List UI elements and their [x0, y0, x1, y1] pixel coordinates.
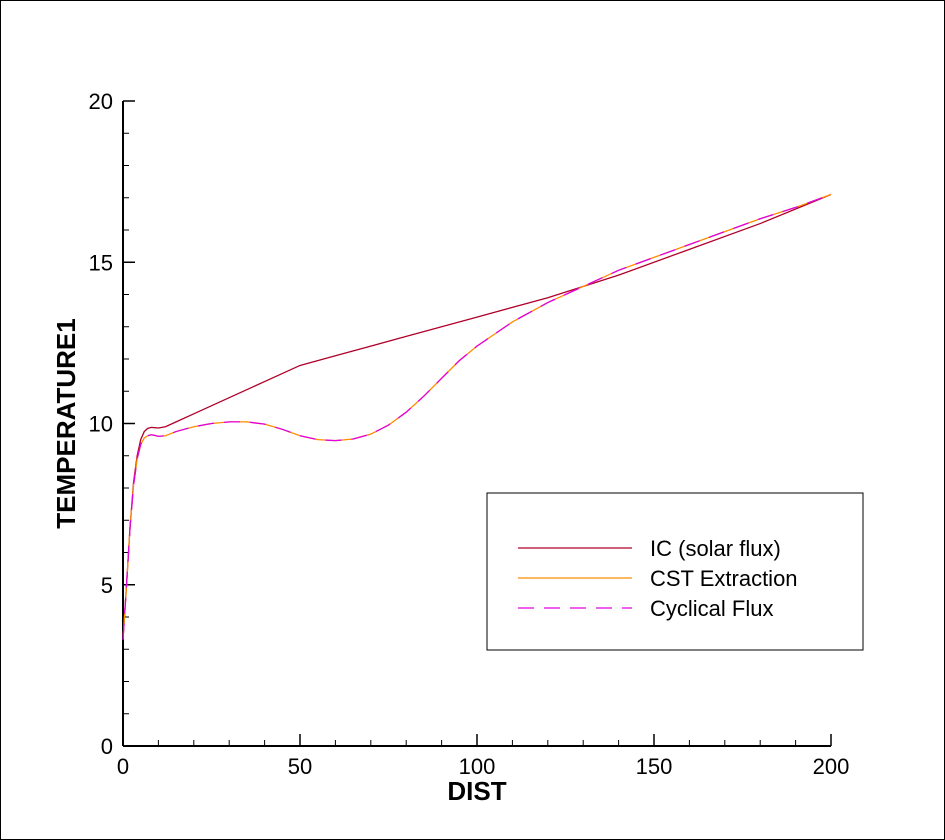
x-tick-label: 150 [636, 754, 673, 779]
legend-label-2: CST Extraction [650, 566, 798, 591]
x-axis-title: DIST [447, 776, 506, 806]
series-line-1 [122, 193, 832, 640]
y-tick-label: 5 [101, 573, 113, 598]
y-axis-title: TEMPERATURE1 [51, 318, 81, 528]
y-tick-label: 15 [89, 250, 113, 275]
x-tick-label: 200 [813, 754, 850, 779]
legend: IC (solar flux) CST Extraction Cyclical Fl… [486, 492, 864, 651]
x-tick-label: 100 [459, 754, 496, 779]
y-tick-label: 0 [101, 734, 113, 759]
x-tick-label: 50 [288, 754, 312, 779]
axes: 0 50 100 150 200 0 5 10 15 20 [89, 89, 850, 779]
legend-label-1: IC (solar flux) [650, 536, 781, 561]
x-tick-label: 0 [117, 754, 129, 779]
series-line-3 [122, 193, 832, 640]
y-tick-label: 10 [89, 412, 113, 437]
legend-label-3: Cyclical Flux [650, 596, 773, 621]
y-tick-label: 20 [89, 89, 113, 114]
legend-box [486, 492, 864, 651]
series-layer [122, 193, 832, 640]
